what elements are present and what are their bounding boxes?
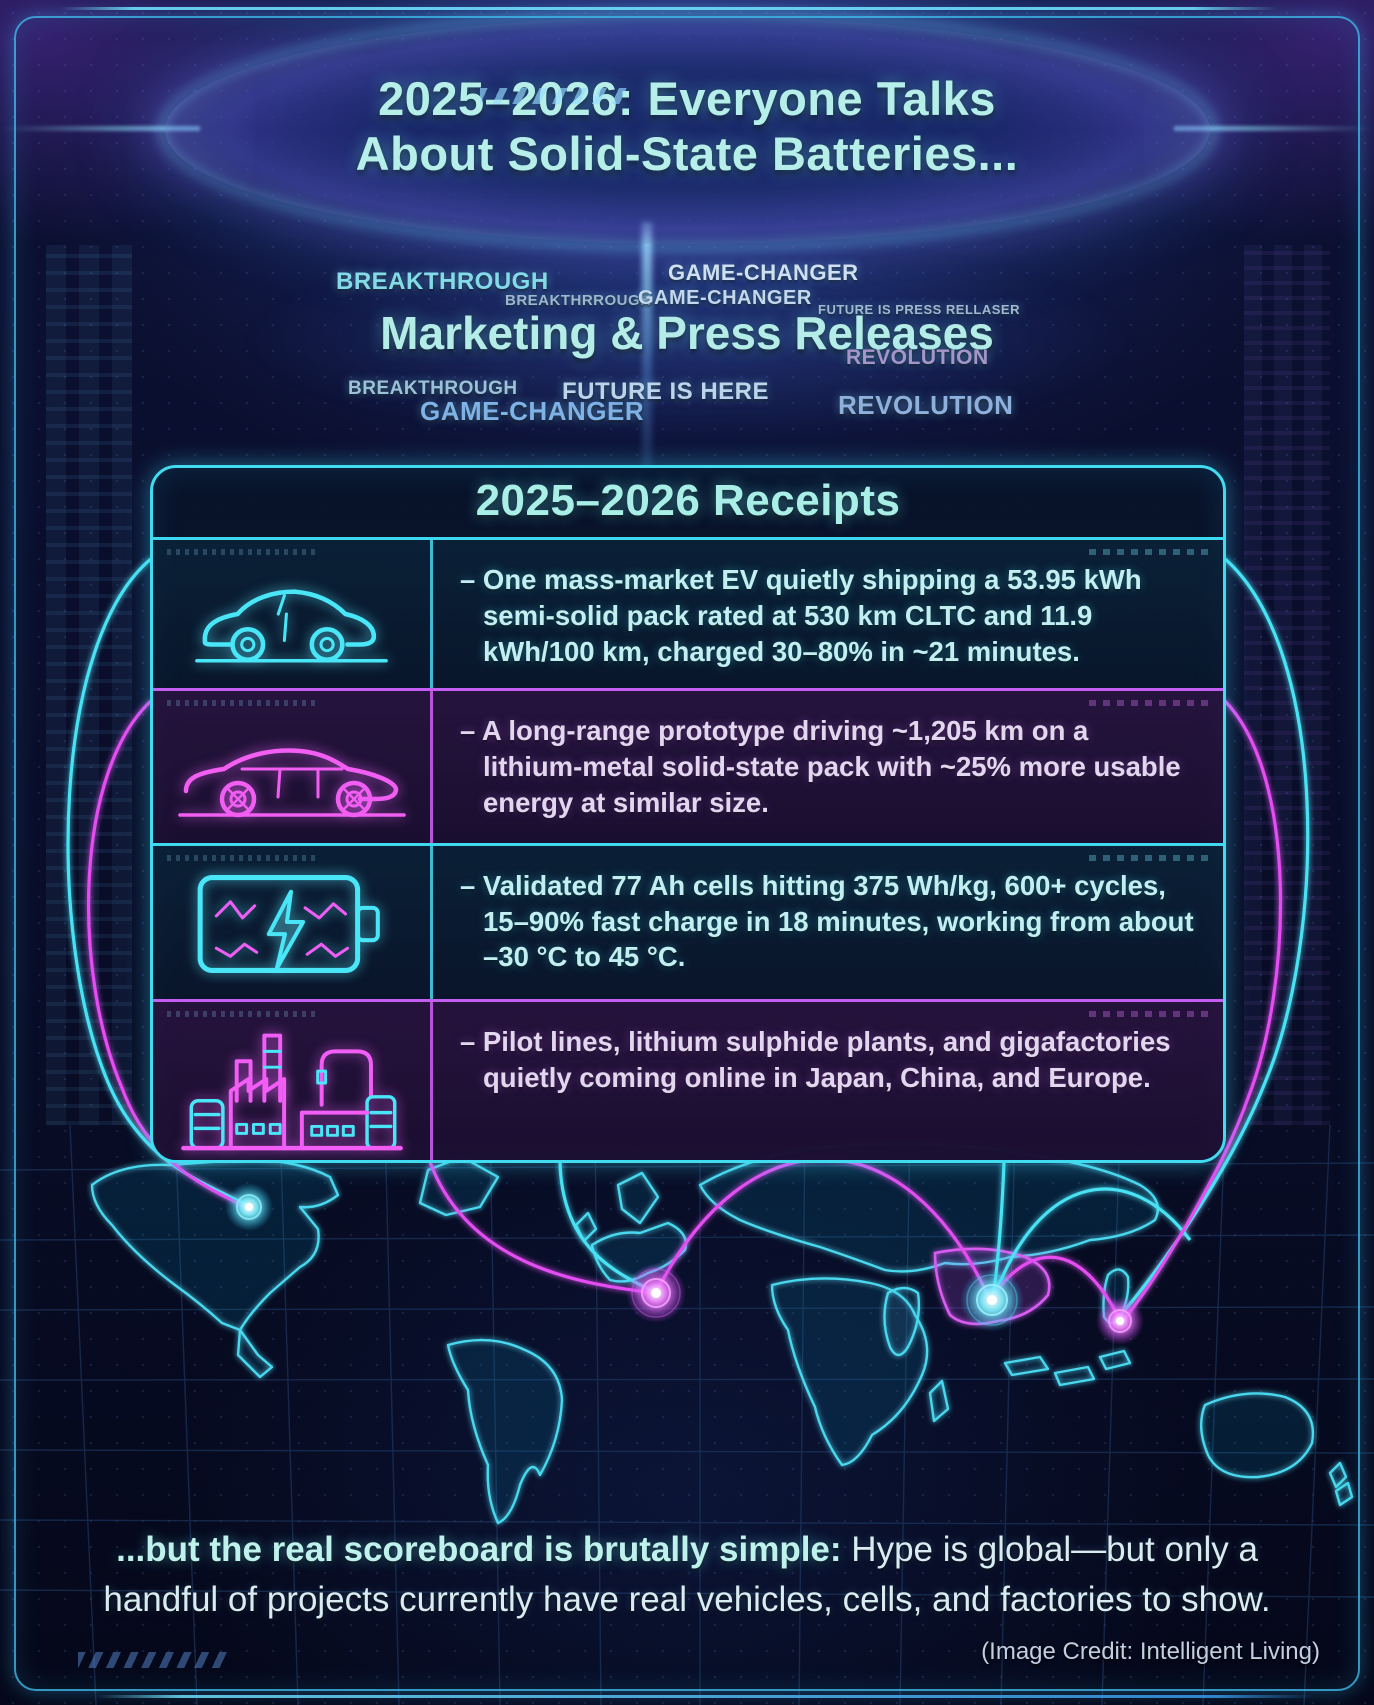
south-america: [446, 1338, 564, 1525]
receipt-text: – Validated 77 Ah cells hitting 375 Wh/k…: [460, 869, 1194, 973]
new-zealand: [1328, 1461, 1354, 1507]
node-china: [960, 1268, 1024, 1332]
main-title-line2: About Solid-State Batteries...: [355, 126, 1019, 180]
hatch-deco-top: [480, 88, 630, 104]
india: [883, 1286, 921, 1357]
receipts-panel: 2025–2026 Receipts – One mass-market EV …: [150, 465, 1226, 1163]
world-map: [0, 1125, 1374, 1705]
receipt-text: – Pilot lines, lithium sulphide plants, …: [460, 1026, 1171, 1093]
central-america: [236, 1328, 274, 1379]
scandinavia: [616, 1171, 660, 1225]
hype-word: BREAKTHROUGH: [348, 378, 518, 399]
hype-word: BREAKTHROUGH: [336, 268, 549, 295]
hype-word: GAME-CHANGER: [638, 287, 812, 309]
hype-word: REVOLUTION: [838, 390, 1014, 420]
light-ray-left: [0, 126, 200, 131]
receipt-row-prototype: – A long-range prototype driving ~1,205 …: [153, 688, 1223, 843]
hype-word: REVOLUTION: [846, 346, 989, 369]
image-credit: (Image Credit: Intelligent Living): [981, 1638, 1320, 1665]
receipt-rows: – One mass-market EV quietly shipping a …: [153, 537, 1223, 1160]
conclusion-lead: ...but the real scoreboard is brutally s…: [116, 1530, 842, 1569]
conclusion-rest: Hype is global—but only a handful of pro…: [103, 1530, 1271, 1620]
greenland: [418, 1155, 500, 1217]
light-ray-right: [1174, 126, 1374, 131]
madagascar: [928, 1379, 950, 1423]
frame-accent-top: [60, 7, 1278, 10]
australia: [1200, 1392, 1315, 1479]
main-title-line1: 2025–2026: Everyone Talks: [378, 72, 996, 125]
receipt-row-factories: – Pilot lines, lithium sulphide plants, …: [153, 999, 1223, 1160]
hype-word: GAME-CHANGER: [420, 396, 645, 426]
node-north-america: [225, 1183, 273, 1231]
hype-word: FUTURE IS PRESS RELLASER: [818, 302, 1020, 317]
ev-hatchback-icon: [153, 540, 433, 689]
hype-word: GAME-CHANGER: [668, 260, 859, 285]
hype-wordcloud: BREAKTHROUGH BREAKTHRROUGH GAME-CHANGER …: [0, 250, 1374, 435]
battery-cell-icon: [153, 845, 433, 999]
indonesia: [1003, 1349, 1132, 1387]
continents: [90, 1142, 1354, 1525]
frame-accent-bottom: [96, 1695, 1314, 1698]
map-glow-nodes: [225, 1183, 1144, 1345]
hatch-deco-bottom: [78, 1652, 228, 1668]
title-cloud: [165, 16, 1210, 244]
factory-icon: [153, 1002, 433, 1160]
node-japan: [1096, 1297, 1144, 1345]
hype-word: BREAKTHRROUGH: [505, 292, 652, 309]
receipt-text: – A long-range prototype driving ~1,205 …: [460, 715, 1181, 818]
main-title: 2025–2026: Everyone Talks About Solid-St…: [0, 72, 1374, 181]
receipt-row-cells: – Validated 77 Ah cells hitting 375 Wh/k…: [153, 842, 1223, 999]
receipt-row-ev: – One mass-market EV quietly shipping a …: [153, 537, 1223, 689]
wordcloud-heading: Marketing & Press Releases: [380, 307, 994, 359]
receipt-text: – One mass-market EV quietly shipping a …: [460, 564, 1142, 667]
node-europe: [626, 1263, 686, 1323]
prototype-sedan-icon: [153, 691, 433, 843]
receipts-title: 2025–2026 Receipts: [475, 476, 901, 525]
conclusion-text: ...but the real scoreboard is brutally s…: [87, 1525, 1287, 1626]
hype-word: FUTURE IS HERE: [562, 378, 770, 405]
